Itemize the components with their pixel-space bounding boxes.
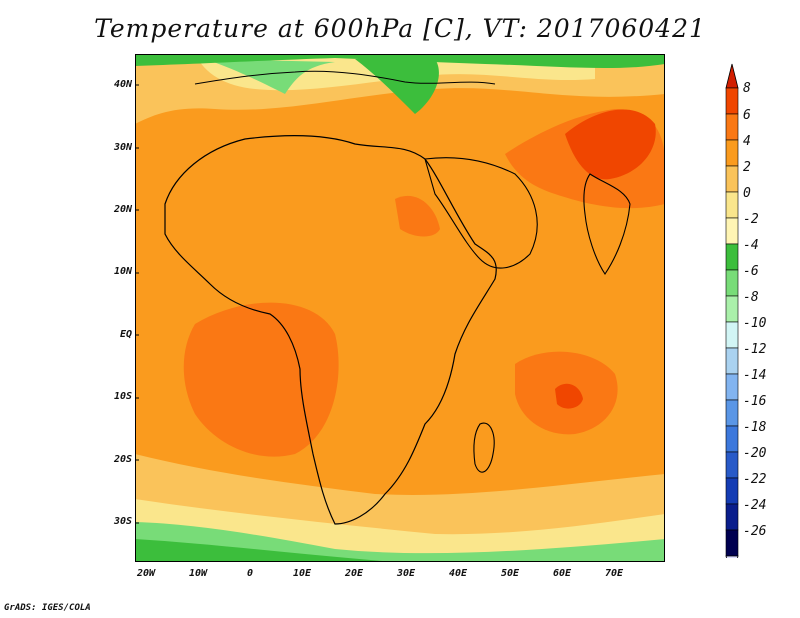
colorbar-label-minus26: -26: [743, 524, 767, 539]
lon-label-10w: 10W: [188, 568, 208, 579]
colorbar-label-minus4: -4: [743, 238, 759, 253]
lat-label-eq: EQ: [119, 329, 132, 340]
colorbar-label-minus14: -14: [743, 368, 767, 383]
lon-label-10e: 10E: [292, 568, 312, 579]
colorbar-swatch: [725, 451, 739, 479]
colorbar-swatch: [725, 87, 739, 115]
colorbar-swatch: [725, 217, 739, 245]
colorbar-swatch: [725, 425, 739, 453]
indian-ocean-hot-core: [555, 383, 583, 409]
colorbar-label-minus8: -8: [743, 290, 759, 305]
temperature-map: [135, 54, 665, 562]
lat-label-10n: 10N: [113, 266, 132, 277]
colorbar-swatch: [725, 243, 739, 271]
colorbar-swatch: [725, 373, 739, 401]
colorbar-swatch: [725, 295, 739, 323]
lat-label-40n: 40N: [113, 79, 132, 90]
colorbar-label-minus2: -2: [743, 212, 759, 227]
colorbar-label-minus6: -6: [743, 264, 759, 279]
colorbar-swatch: [725, 399, 739, 427]
lat-label-10s: 10S: [113, 391, 132, 402]
colorbar-label-0: 0: [743, 186, 751, 201]
colorbar-swatch: [725, 347, 739, 375]
colorbar-swatch: [725, 477, 739, 505]
colorbar-label-4: 4: [743, 134, 751, 149]
colorbar-label-minus18: -18: [743, 420, 767, 435]
lon-label-30e: 30E: [396, 568, 416, 579]
colorbar-swatch: [725, 191, 739, 219]
software-credit: GrADS: IGES/COLA: [4, 603, 91, 613]
lon-label-60e: 60E: [552, 568, 572, 579]
india-outline: [583, 173, 631, 275]
colorbar-swatch: [725, 269, 739, 297]
colorbar-swatch: [725, 503, 739, 531]
lat-label-20s: 20S: [113, 454, 132, 465]
colorbar-swatch: [725, 165, 739, 193]
colorbar-swatch: [725, 139, 739, 167]
north-green-strip: [135, 54, 665, 69]
colorbar-swatch: [725, 321, 739, 349]
lon-label-20e: 20E: [344, 568, 364, 579]
madagascar-outline: [473, 422, 495, 473]
colorbar-swatch: [725, 529, 739, 557]
colorbar-label-minus22: -22: [743, 472, 767, 487]
colorbar-top-arrow: [725, 63, 739, 89]
lon-label-50e: 50E: [500, 568, 520, 579]
colorbar: [725, 63, 739, 558]
colorbar-label-minus12: -12: [743, 342, 767, 357]
colorbar-label-minus20: -20: [743, 446, 767, 461]
colorbar-swatch: [725, 113, 739, 141]
lon-label-20w: 20W: [136, 568, 156, 579]
lat-label-20n: 20N: [113, 204, 132, 215]
lon-label-0: 0: [246, 568, 254, 579]
colorbar-label-minus24: -24: [743, 498, 767, 513]
lon-label-40e: 40E: [448, 568, 468, 579]
colorbar-label-minus10: -10: [743, 316, 767, 331]
south-dark-green-band: [135, 539, 395, 562]
colorbar-label-minus16: -16: [743, 394, 767, 409]
colorbar-label-6: 6: [743, 108, 751, 123]
himalaya-hot-core: [565, 109, 656, 180]
arabia-outline: [424, 157, 538, 269]
chart-title: Temperature at 600hPa [C], VT: 201706042…: [94, 14, 706, 43]
lat-label-30n: 30N: [113, 142, 132, 153]
lat-ticks: [135, 84, 139, 524]
aegean-green: [355, 59, 439, 114]
colorbar-label-2: 2: [743, 160, 751, 175]
lat-label-30s: 30S: [113, 516, 132, 527]
colorbar-label-8: 8: [743, 81, 751, 96]
red-sea-hot: [395, 195, 440, 237]
europe-coastline: [194, 70, 496, 85]
africa-coastline: [164, 135, 497, 525]
lon-label-70e: 70E: [604, 568, 624, 579]
mediterranean-green: [205, 59, 335, 94]
southwest-atlantic-hot: [183, 302, 339, 457]
colorbar-bottom-arrow: [725, 555, 739, 558]
map-border: [135, 54, 665, 562]
